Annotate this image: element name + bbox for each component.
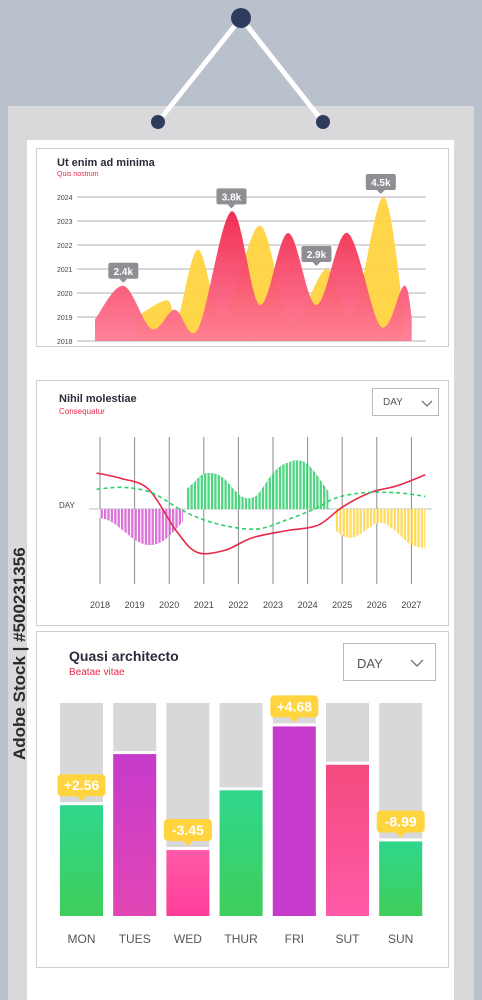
- callout-pointer: [312, 262, 321, 266]
- callout-label: 4.5k: [371, 178, 391, 189]
- period-select[interactable]: DAY: [372, 388, 439, 416]
- x-tick-label: 2024: [298, 600, 318, 610]
- x-tick-label: 2019: [125, 600, 145, 610]
- chevron-down-icon: [421, 400, 433, 407]
- x-tick-label: FRI: [285, 932, 304, 946]
- area-chart: 2024202320222021202020192018MONTUESWEDTH…: [57, 174, 426, 346]
- x-tick-label: 2025: [332, 600, 352, 610]
- bar-gap: [272, 723, 316, 727]
- y-tick-label: 2018: [57, 339, 73, 346]
- x-tick-label: 2021: [194, 600, 214, 610]
- y-axis-label: DAY: [59, 501, 76, 510]
- value-badge-pointer: [289, 717, 300, 723]
- bar-gap: [60, 802, 103, 806]
- callout-box: [216, 188, 247, 205]
- x-tick-label: TUES: [119, 932, 151, 946]
- wire-left: [156, 16, 243, 124]
- value-badge-pointer: [395, 832, 406, 838]
- bar-fill: [326, 764, 369, 916]
- y-tick-label: 2021: [57, 267, 73, 274]
- callout-label: 3.8k: [222, 192, 242, 203]
- hanging-wire: [151, 8, 330, 129]
- period-select-value: DAY: [383, 397, 403, 408]
- bar-fill: [379, 841, 423, 916]
- value-badge: [270, 695, 319, 718]
- bar-line-chart-title: Nihil molestiae: [59, 393, 137, 405]
- callout-box: [108, 262, 139, 279]
- bar-line-chart-card: Nihil molestiae Consequatur DAY 2018 2019…: [36, 380, 449, 626]
- bar-gap: [379, 838, 423, 842]
- bar-gap: [113, 751, 157, 755]
- area-chart-title: Ut enim ad minima: [57, 157, 155, 169]
- callout-pointer: [227, 204, 236, 209]
- x-tick-label: MON: [68, 932, 96, 946]
- callout-label: 2.9k: [307, 250, 327, 261]
- value-badge: [376, 810, 425, 833]
- bar-gap: [219, 787, 263, 791]
- value-badge-label: -3.45: [172, 822, 204, 838]
- area-series-red: [95, 211, 412, 341]
- x-tick-label: 2022: [228, 600, 248, 610]
- bar-chart-subtitle: Beatae vitae: [69, 667, 125, 678]
- callout-box: [365, 174, 396, 190]
- bar-chart-card: Quasi architecto Beatae vitae DAY MON +2.…: [36, 631, 449, 968]
- y-tick-label: 2022: [57, 243, 73, 250]
- pin-left: [151, 115, 165, 129]
- area-chart-subtitle: Quis nostrum: [57, 171, 99, 178]
- x-tick-label: 2020: [159, 600, 179, 610]
- y-tick-label: 2019: [57, 315, 73, 322]
- bar-line-chart-subtitle: Consequatur: [59, 407, 105, 416]
- bar-fill: [219, 790, 263, 916]
- y-tick-label: 2024: [57, 195, 73, 202]
- value-badge-label: +4.68: [277, 698, 313, 714]
- trend-line-dashed: [96, 486, 426, 531]
- bar-gap: [326, 761, 369, 765]
- x-tick-label: THUR: [224, 932, 258, 946]
- callout-label: 2.4k: [114, 267, 134, 278]
- callout-pointer: [119, 278, 128, 283]
- bar-chart-title: Quasi architecto: [69, 648, 179, 664]
- pin-right: [316, 115, 330, 129]
- bar-fill: [166, 849, 210, 916]
- x-tick-label: SUN: [388, 932, 413, 946]
- bar-fill: [113, 754, 157, 916]
- value-badge-label: -8.99: [385, 813, 417, 829]
- x-tick-label: SUT: [336, 932, 361, 946]
- x-tick-label: 2026: [367, 600, 387, 610]
- value-badge-pointer: [182, 840, 193, 846]
- day-select-value: DAY: [357, 656, 383, 671]
- x-tick-label: 2027: [401, 600, 421, 610]
- bar-line-chart: 2018 2019 2020 2021 2022 2023 2024 2025 2026 2027…: [59, 437, 432, 610]
- bar-series-area: [186, 460, 329, 509]
- callout-box: [301, 246, 332, 262]
- x-tick-label: WED: [174, 932, 202, 946]
- bar-series-area: [100, 509, 184, 546]
- bar-chart: MON +2.56 TUES WED -3.45 THUR FRI +4.68 SUT SUN -8…: [57, 695, 425, 946]
- area-chart-card: Ut enim ad minima Quis nostrum 2024 2023 2…: [36, 148, 449, 347]
- value-badge: [57, 774, 106, 797]
- bar-fill: [272, 726, 316, 916]
- bar-fill: [60, 805, 103, 916]
- nail-top: [231, 8, 251, 28]
- callout-pointer: [376, 190, 385, 194]
- bar-gap: [166, 846, 210, 850]
- value-badge: [163, 818, 212, 841]
- value-badge-label: +2.56: [64, 777, 100, 793]
- y-tick-label: 2020: [57, 291, 73, 298]
- chevron-down-icon: [410, 659, 424, 667]
- day-select[interactable]: DAY: [343, 643, 436, 681]
- value-badge-pointer: [76, 796, 87, 802]
- x-tick-label: 2018: [90, 600, 110, 610]
- wire-right: [239, 16, 325, 124]
- y-tick-label: 2023: [57, 219, 73, 226]
- x-tick-label: 2023: [263, 600, 283, 610]
- watermark-text: Adobe Stock | #500231356: [10, 547, 29, 760]
